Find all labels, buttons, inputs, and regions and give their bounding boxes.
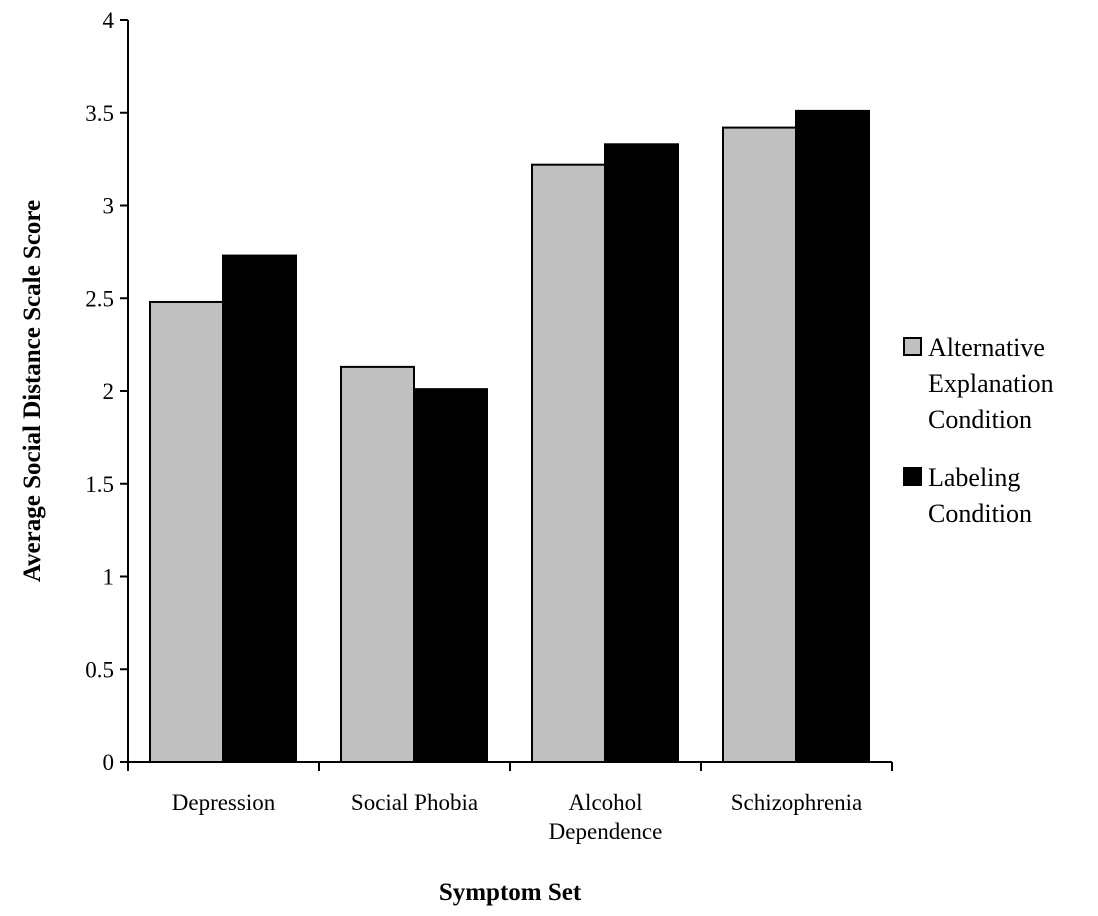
y-tick-label: 1 <box>103 565 115 590</box>
legend: Alternative Explanation Condition Labeling C… <box>903 333 1054 528</box>
bar-labeling-3 <box>795 109 870 763</box>
y-tick-label: 1.5 <box>85 472 114 497</box>
bar-labeling-0 <box>222 254 297 764</box>
y-tick-label: 4 <box>103 8 115 33</box>
legend-swatch <box>903 467 922 486</box>
bar-alternative-explanation-1 <box>340 365 415 763</box>
y-tick-label: 2.5 <box>85 286 114 311</box>
category-label: Alcohol Dependence <box>549 790 663 844</box>
category-label: Social Phobia <box>351 790 478 815</box>
category-label-line: Social Phobia <box>351 790 478 815</box>
x-axis-title: Symptom Set <box>439 879 582 906</box>
y-axis-title: Average Social Distance Scale Score <box>19 200 46 582</box>
bar-labeling-2 <box>604 143 679 764</box>
legend-label-line: Alternative <box>928 333 1045 362</box>
legend-swatch <box>903 337 922 356</box>
category-label-line: Depression <box>172 790 276 815</box>
x-axis-ticks <box>127 762 893 771</box>
bar-alternative-explanation-2 <box>531 163 606 763</box>
bar-alternative-explanation-3 <box>722 126 797 763</box>
bars-group <box>149 109 870 764</box>
category-label: Depression <box>172 790 276 815</box>
category-label-line: Alcohol <box>568 790 642 815</box>
y-axis-ticks: 0 0.5 1 1.5 2 2.5 3 3.5 4 <box>85 8 128 775</box>
legend-label-line: Condition <box>928 405 1032 434</box>
category-label-line: Dependence <box>549 819 663 844</box>
y-tick-label: 3.5 <box>85 101 114 126</box>
y-tick-label: 3 <box>103 194 115 219</box>
bar-labeling-1 <box>413 388 488 763</box>
category-label-line: Schizophrenia <box>731 790 863 815</box>
category-label: Schizophrenia <box>731 790 863 815</box>
legend-label-line: Labeling <box>928 463 1020 492</box>
y-tick-label: 0 <box>103 750 115 775</box>
bar-alternative-explanation-0 <box>149 300 224 763</box>
legend-label-line: Explanation <box>928 369 1054 398</box>
legend-label-line: Condition <box>928 499 1032 528</box>
category-labels: Depression Social Phobia Alcohol Dependence… <box>172 790 863 844</box>
y-tick-label: 0.5 <box>85 657 114 682</box>
legend-label: Labeling Condition <box>928 463 1032 528</box>
y-tick-label: 2 <box>103 379 115 404</box>
legend-label: Alternative Explanation Condition <box>928 333 1054 434</box>
